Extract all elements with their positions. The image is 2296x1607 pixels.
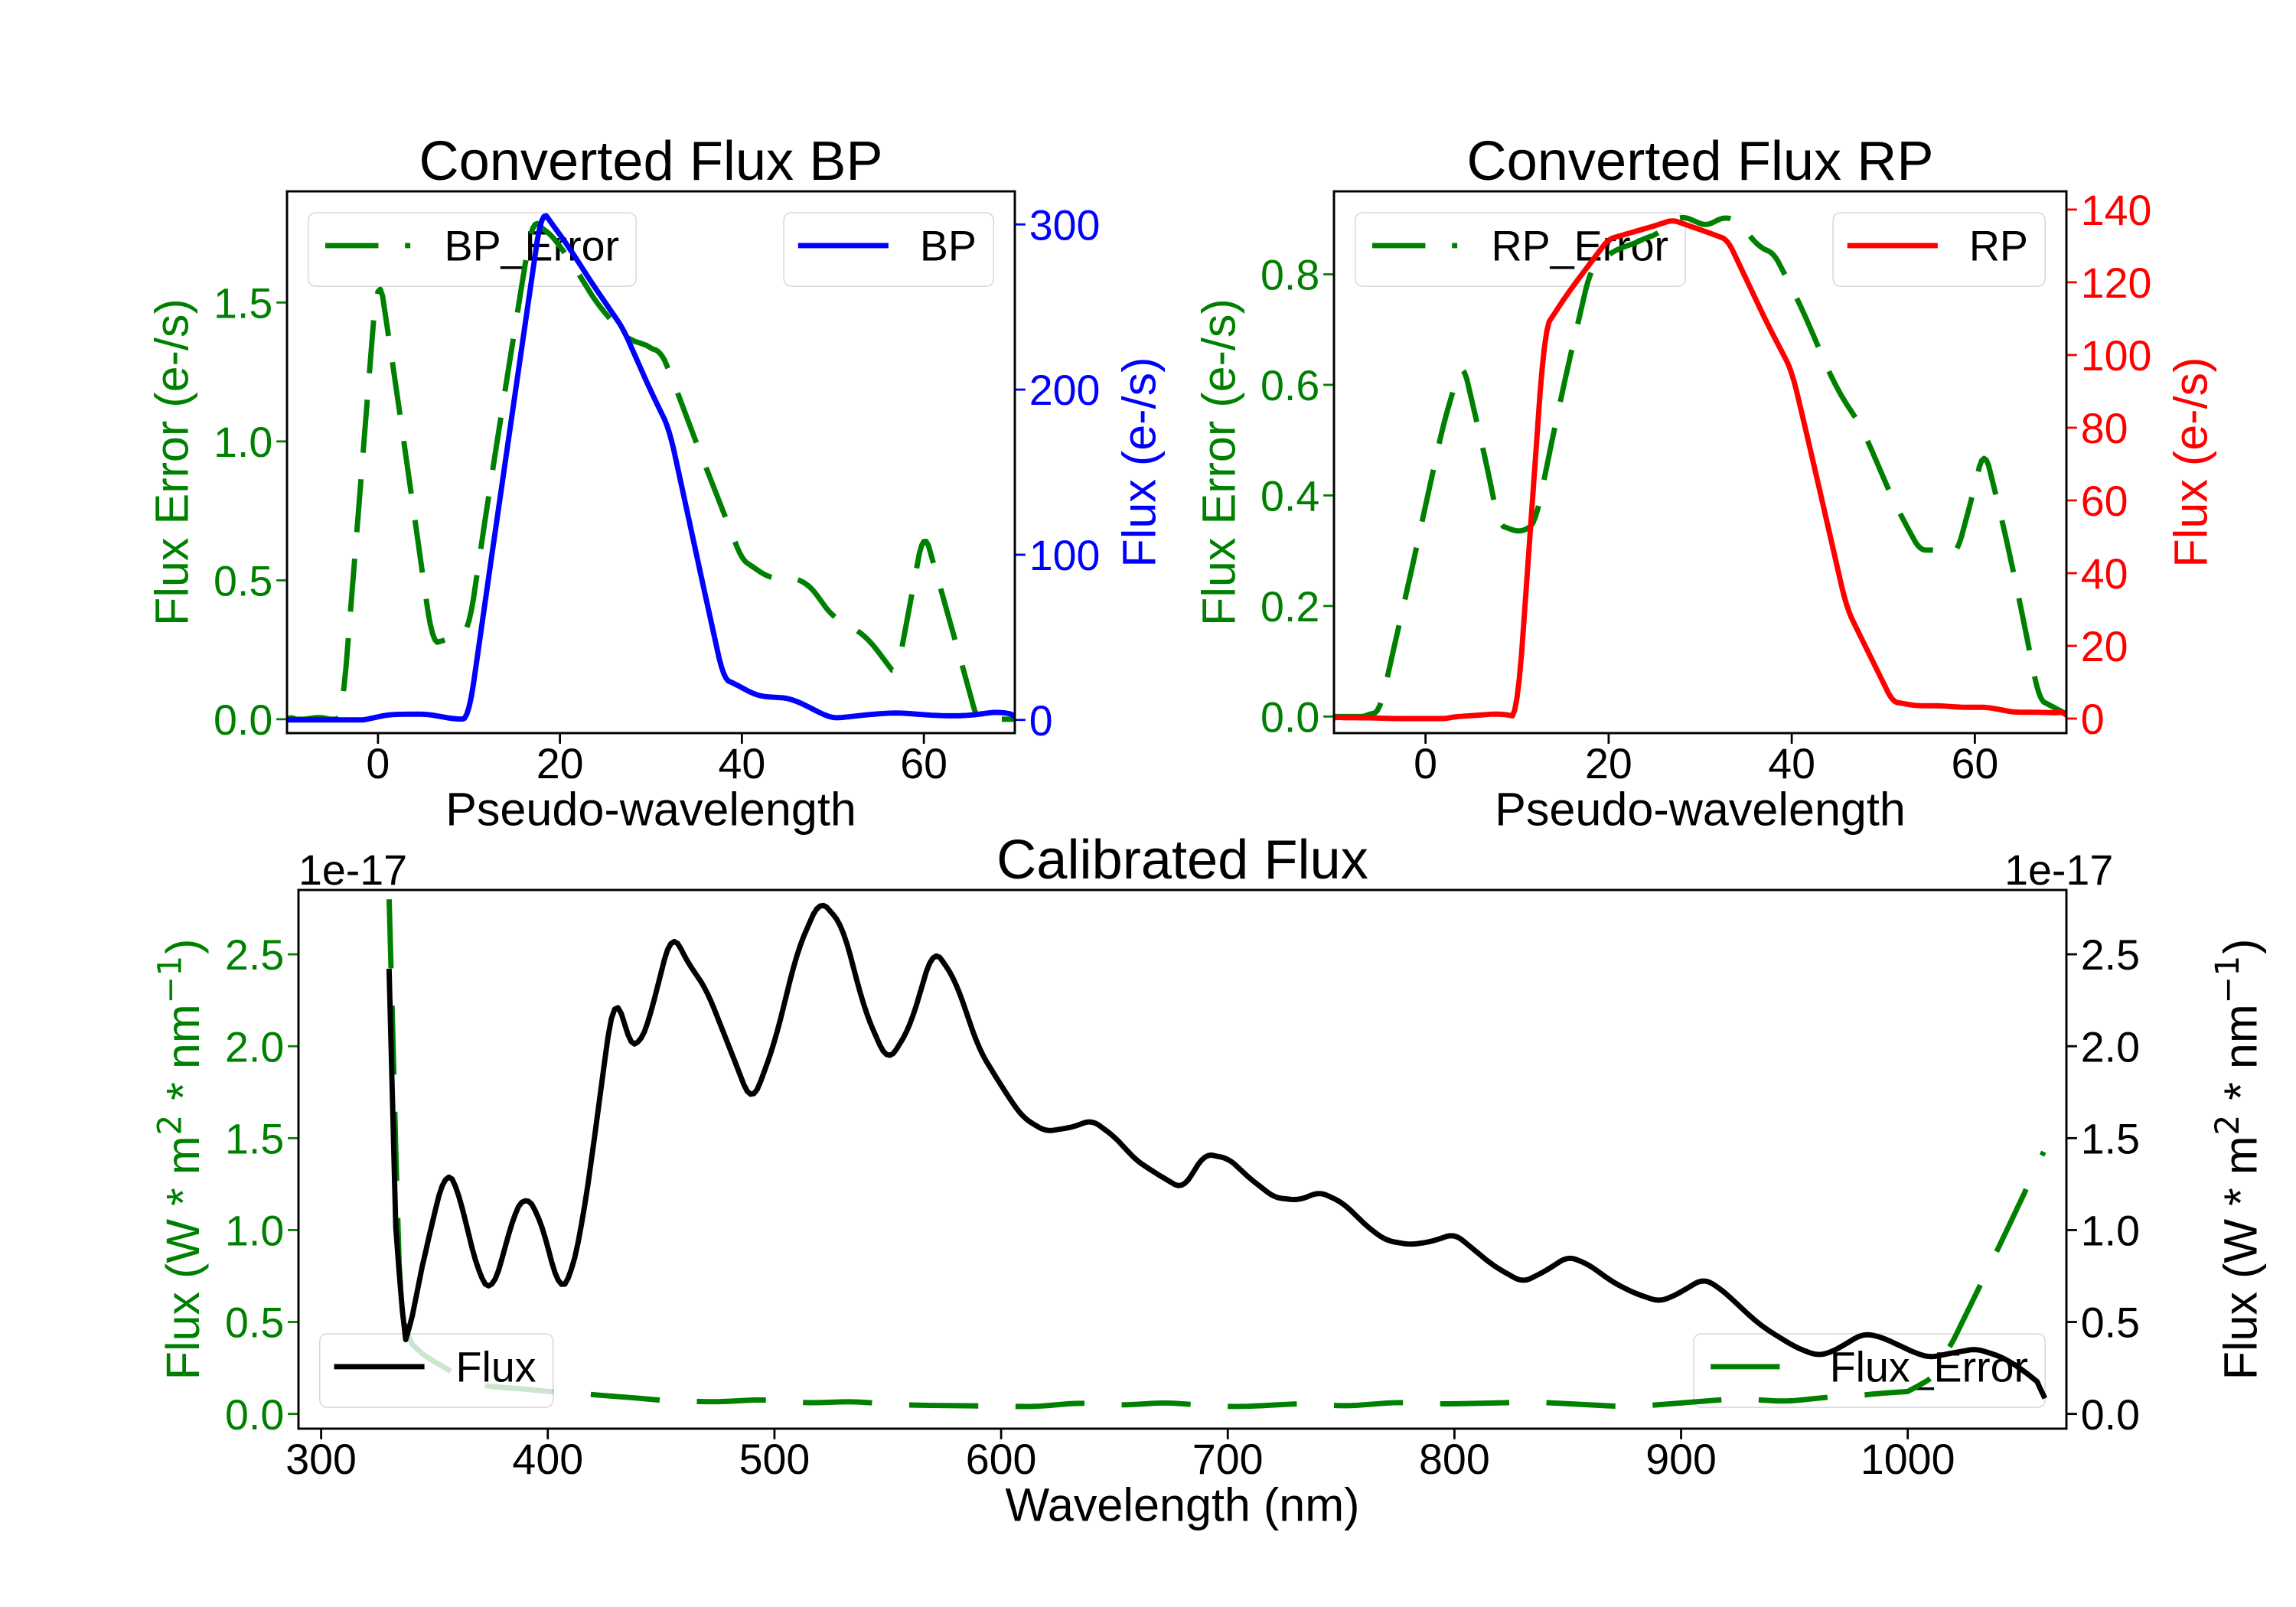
svg-text:0.2: 0.2 [1261,583,1319,631]
svg-text:200: 200 [1029,367,1101,414]
svg-text:20: 20 [536,740,584,787]
svg-text:Flux (e-/s): Flux (e-/s) [1113,357,1165,568]
svg-text:20: 20 [2081,623,2128,670]
svg-text:0: 0 [1029,697,1053,745]
svg-text:0: 0 [1414,740,1437,787]
svg-text:1e-17: 1e-17 [298,846,407,894]
svg-text:0.6: 0.6 [1261,362,1319,409]
svg-text:F l u x: F l u x ( W * m * n m ) 2 − 1 [152,934,209,1380]
svg-text:Wavelength (nm): Wavelength (nm) [1005,1478,1359,1530]
svg-text:40: 40 [718,740,765,787]
svg-text:140: 140 [2081,187,2152,234]
svg-text:60: 60 [1951,740,1998,787]
svg-text:1.0: 1.0 [225,1208,284,1255]
svg-text:1.0: 1.0 [214,419,272,466]
svg-text:1e-17: 1e-17 [2004,846,2113,894]
svg-text:2.0: 2.0 [225,1023,284,1071]
svg-text:0.0: 0.0 [1261,693,1319,741]
svg-text:1.5: 1.5 [2081,1115,2140,1162]
svg-text:1.0: 1.0 [2081,1208,2140,1255]
svg-text:Pseudo-wavelength: Pseudo-wavelength [445,783,856,835]
svg-text:40: 40 [1768,740,1815,787]
svg-text:Calibrated Flux: Calibrated Flux [996,830,1368,891]
svg-text:800: 800 [1419,1436,1490,1483]
svg-text:0.8: 0.8 [1261,252,1319,299]
svg-text:Flux (e-/s): Flux (e-/s) [2164,357,2216,568]
svg-text:300: 300 [1029,201,1101,249]
svg-text:0.0: 0.0 [225,1391,284,1439]
svg-text:Converted Flux RP: Converted Flux RP [1466,131,1933,192]
svg-text:2.0: 2.0 [2081,1023,2140,1071]
svg-text:0: 0 [2081,696,2105,743]
svg-text:Pseudo-wavelength: Pseudo-wavelength [1495,783,1906,835]
svg-text:0.0: 0.0 [2081,1391,2140,1439]
svg-text:400: 400 [512,1436,583,1483]
svg-text:120: 120 [2081,259,2152,307]
svg-text:100: 100 [2081,332,2152,380]
svg-text:700: 700 [1192,1436,1264,1483]
svg-text:1.5: 1.5 [214,279,272,327]
svg-text:F l u x: F l u x ( W * m * n m ) 2 − 1 [2209,934,2266,1380]
svg-text:2.5: 2.5 [2081,931,2140,979]
svg-text:Converted Flux BP: Converted Flux BP [419,131,882,192]
svg-text:0.5: 0.5 [214,557,272,605]
svg-text:60: 60 [2081,478,2128,525]
svg-text:60: 60 [900,740,947,787]
svg-text:0: 0 [366,740,390,787]
svg-text:0.0: 0.0 [214,696,272,744]
svg-text:0.5: 0.5 [2081,1299,2140,1347]
svg-text:20: 20 [1585,740,1632,787]
svg-text:Flux Error (e-/s): Flux Error (e-/s) [146,298,198,626]
svg-text:0.5: 0.5 [225,1299,284,1347]
svg-text:500: 500 [739,1436,810,1483]
svg-text:300: 300 [285,1436,357,1483]
svg-text:100: 100 [1029,532,1101,579]
svg-text:80: 80 [2081,405,2128,452]
svg-text:0.4: 0.4 [1261,473,1319,520]
svg-text:Flux_Error: Flux_Error [1830,1343,2028,1390]
svg-text:2.5: 2.5 [225,931,284,979]
svg-text:900: 900 [1645,1436,1717,1483]
svg-text:Flux: Flux [456,1343,536,1390]
svg-text:RP: RP [1969,222,2028,269]
svg-text:1000: 1000 [1861,1436,1955,1483]
svg-text:Flux Error (e-/s): Flux Error (e-/s) [1193,298,1245,626]
svg-text:40: 40 [2081,550,2128,598]
svg-text:600: 600 [966,1436,1037,1483]
svg-text:BP: BP [920,222,977,269]
svg-text:1.5: 1.5 [225,1115,284,1162]
